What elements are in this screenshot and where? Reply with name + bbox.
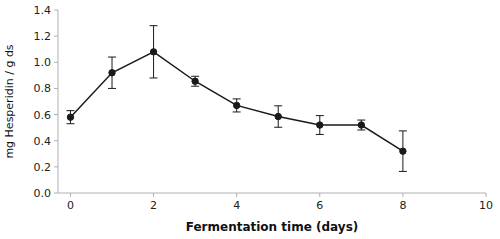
y-tick-label: 0.4: [34, 135, 52, 148]
data-point: [400, 148, 406, 154]
y-tick: [54, 193, 58, 194]
plot-area: [66, 26, 406, 172]
x-tick-label: 8: [399, 199, 406, 212]
x-tick: [236, 193, 237, 197]
x-tick: [70, 193, 71, 197]
x-axis-label: Fermentation time (days): [186, 220, 359, 234]
y-tick: [54, 88, 58, 89]
y-tick-label: 1.4: [34, 4, 52, 17]
error-bar: [108, 57, 116, 88]
error-bar: [233, 99, 241, 112]
data-point: [109, 70, 115, 76]
x-tick: [402, 193, 403, 197]
y-tick: [54, 140, 58, 141]
y-tick-label: 0.2: [34, 161, 52, 174]
error-bar: [399, 131, 407, 172]
x-tick-label: 6: [316, 199, 323, 212]
x-tick-label: 10: [479, 199, 493, 212]
y-tick-label: 0.0: [34, 187, 52, 200]
y-tick: [54, 62, 58, 63]
x-tick-label: 4: [233, 199, 240, 212]
x-axis-line: [58, 193, 486, 194]
error-bar: [357, 120, 365, 130]
y-tick: [54, 36, 58, 37]
y-tick-label: 0.6: [34, 109, 52, 122]
x-tick: [486, 193, 487, 197]
data-point: [192, 78, 198, 84]
data-point: [67, 114, 73, 120]
data-point: [358, 122, 364, 128]
data-point: [275, 113, 281, 119]
error-bar: [66, 111, 74, 124]
data-point: [317, 122, 323, 128]
y-tick-label: 1.0: [34, 56, 52, 69]
y-tick: [54, 166, 58, 167]
x-tick: [153, 193, 154, 197]
error-bar: [191, 76, 199, 86]
y-axis-line: [58, 10, 59, 193]
chart: 0 2 4 6 8 10 0.0 0.2 0.4 0.6 0.8 1.0 1.2 1.4 Fermentat…: [0, 0, 500, 239]
y-tick-label: 1.2: [34, 30, 52, 43]
error-bar: [274, 106, 282, 127]
error-bar: [150, 26, 158, 78]
x-tick-label: 2: [150, 199, 157, 212]
y-tick: [54, 114, 58, 115]
x-tick: [319, 193, 320, 197]
y-axis-label: mg Hesperidin / g ds: [3, 44, 16, 158]
data-line: [70, 52, 402, 151]
y-tick-label: 0.8: [34, 82, 52, 95]
x-tick-label: 0: [67, 199, 74, 212]
data-point: [150, 49, 156, 55]
error-bar: [316, 116, 324, 135]
data-point: [233, 102, 239, 108]
y-tick: [54, 10, 58, 11]
